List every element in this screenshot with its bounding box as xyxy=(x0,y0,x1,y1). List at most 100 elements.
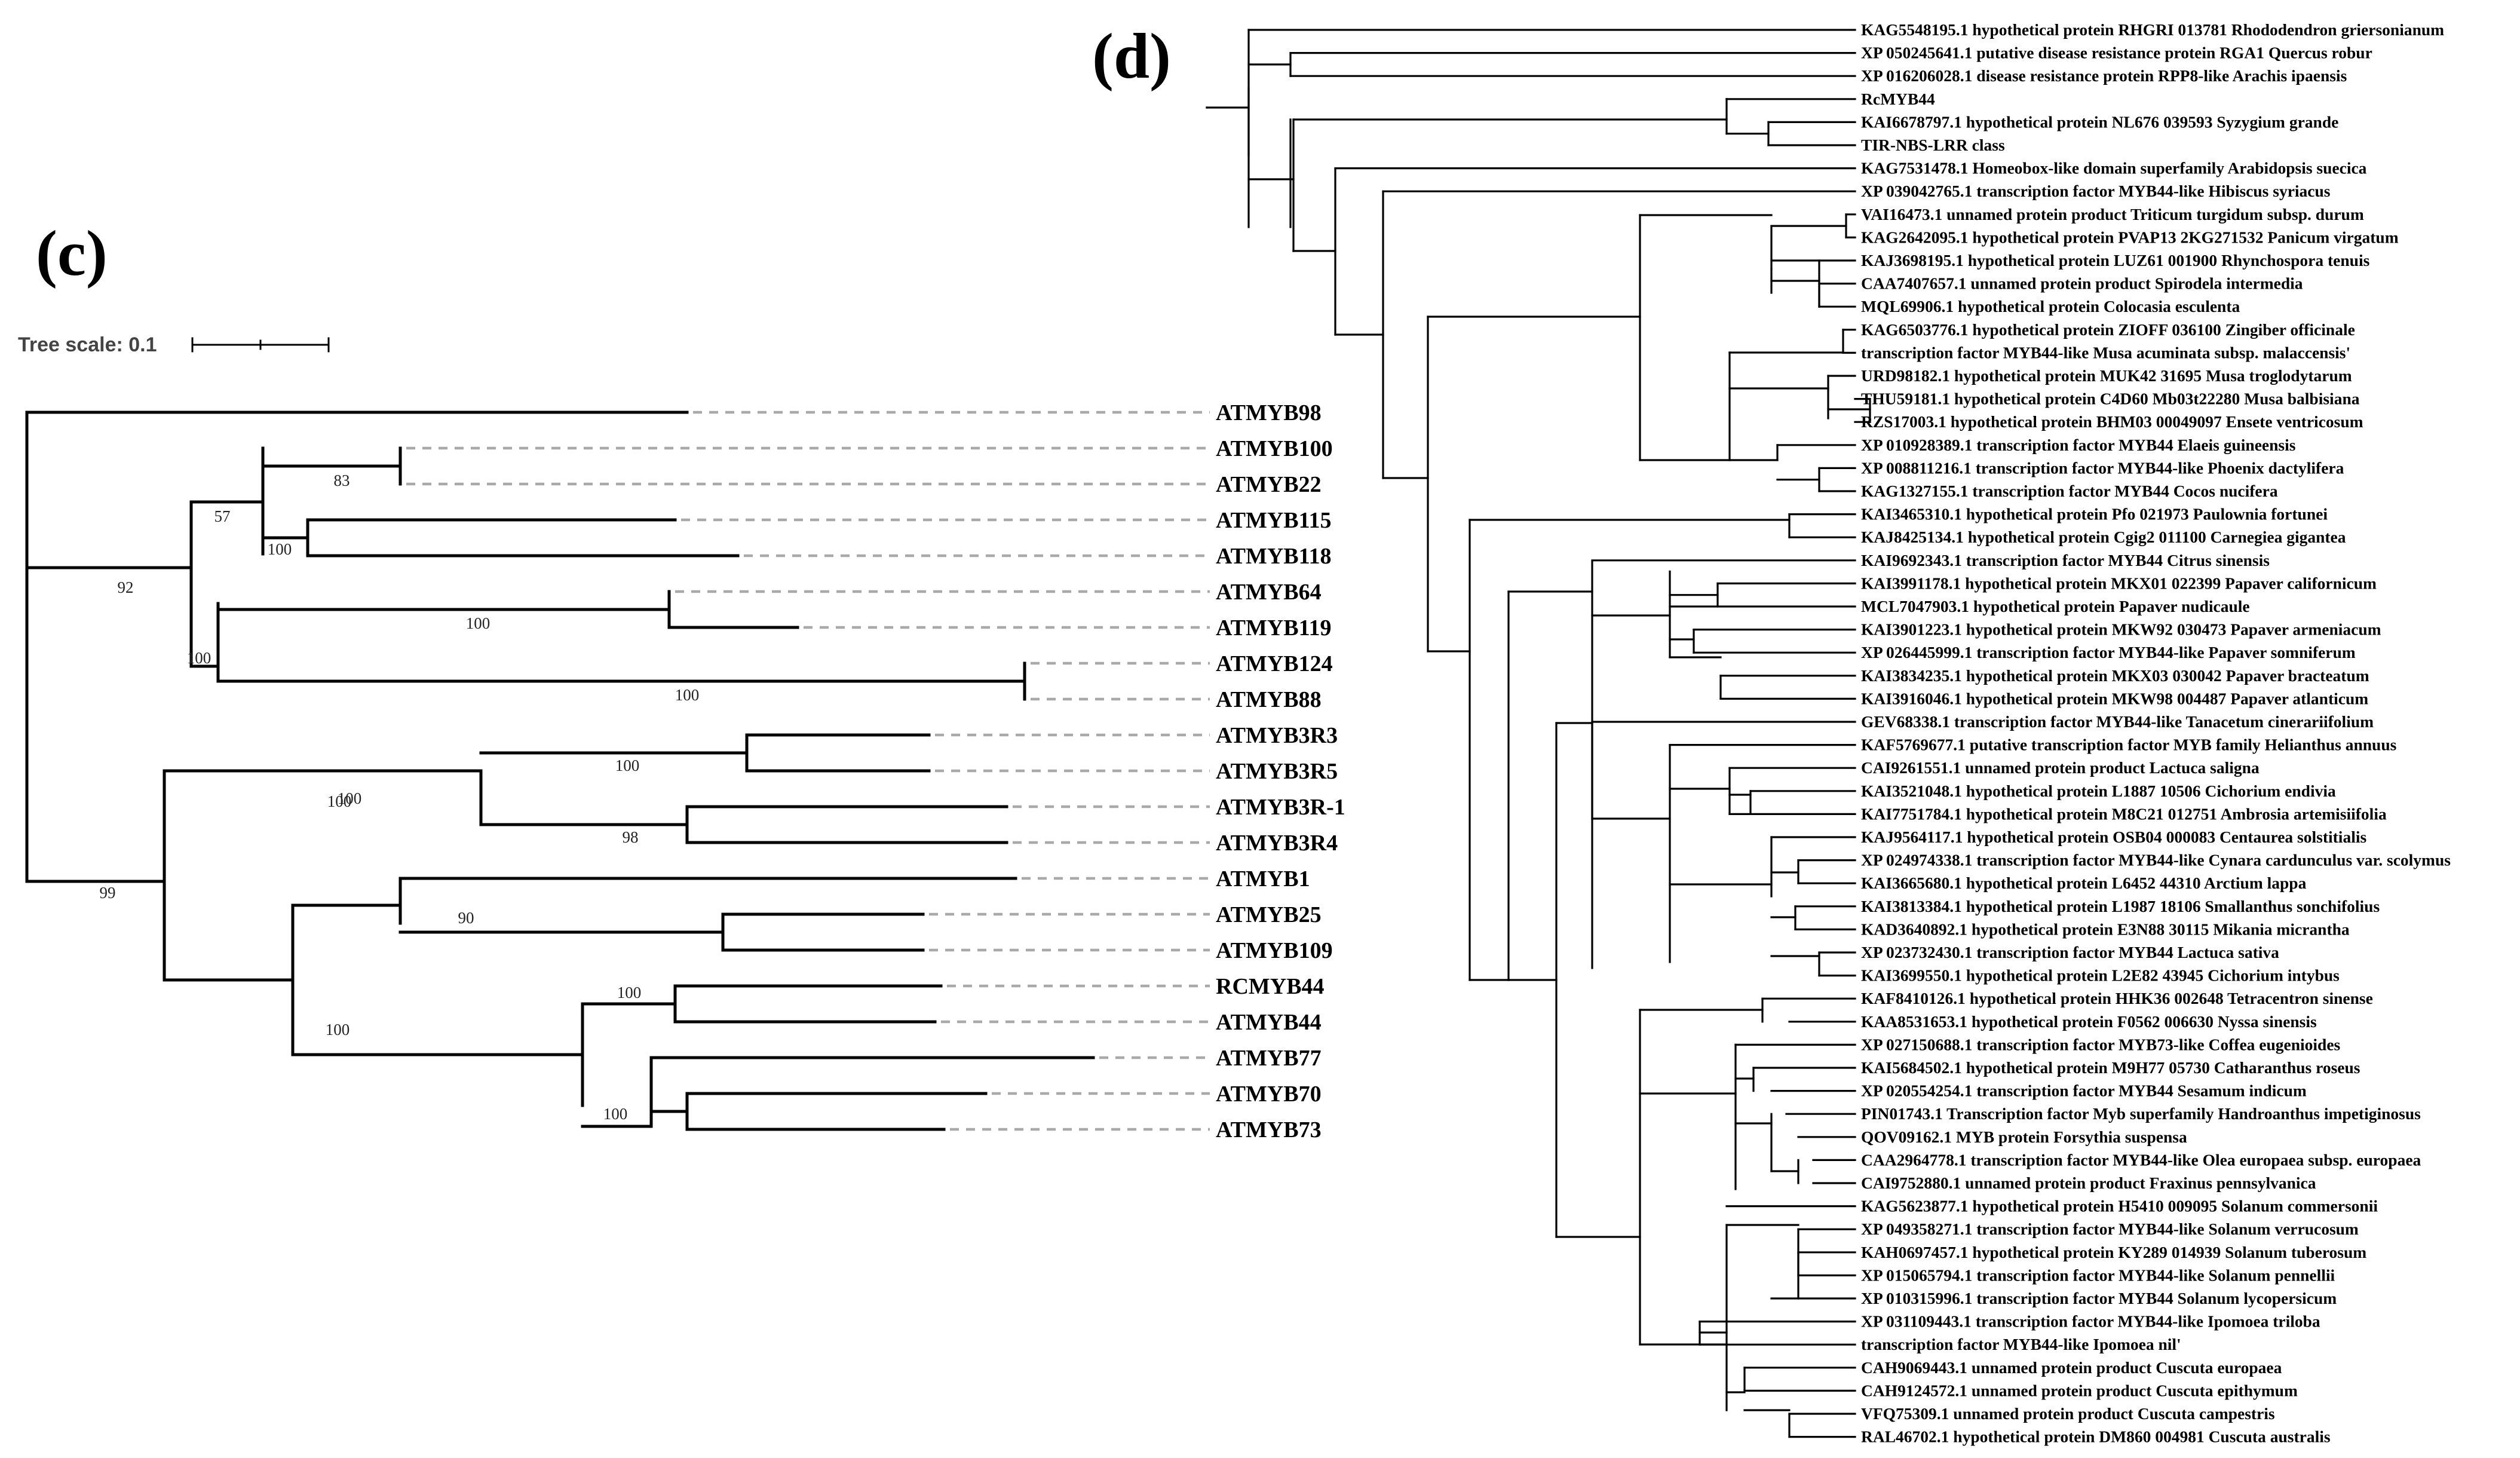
d-leaf-label: MQL69906.1 hypothetical protein Colocasi… xyxy=(1861,297,2240,316)
c-leaf-label: ATMYB98 xyxy=(1216,400,1322,425)
c-bootstrap-value: 100 xyxy=(675,686,700,704)
d-leaf-label: XP 010315996.1 transcription factor MYB4… xyxy=(1861,1289,2337,1307)
c-leaf-label: ATMYB115 xyxy=(1216,508,1332,533)
c-leaf-label: ATMYB3R4 xyxy=(1216,831,1338,856)
c-leaf-label: ATMYB3R3 xyxy=(1216,723,1338,748)
d-leaf-label: TIR-NBS-LRR class xyxy=(1861,136,2005,154)
d-leaf-label: GEV68338.1 transcription factor MYB44-li… xyxy=(1861,712,2374,731)
c-bootstrap-value: 100 xyxy=(326,1021,350,1039)
panel-c-leaf-connectors xyxy=(406,411,1210,1131)
d-leaf-label: XP 010928389.1 transcription factor MYB4… xyxy=(1861,436,2296,454)
panel-d-label: (d) xyxy=(1092,21,1171,92)
tree-scale-bar xyxy=(191,337,330,353)
d-leaf-label: KAI3834235.1 hypothetical protein MKX03 … xyxy=(1861,666,2369,685)
d-leaf-label: KAI3465310.1 hypothetical protein Pfo 02… xyxy=(1861,505,2328,523)
d-leaf-label: KAH0697457.1 hypothetical protein KY289 … xyxy=(1861,1243,2366,1261)
d-leaf-label: KAF8410126.1 hypothetical protein HHK36 … xyxy=(1861,989,2373,1007)
d-leaf-label: XP 049358271.1 transcription factor MYB4… xyxy=(1861,1220,2359,1238)
c-bootstrap-value: 100 xyxy=(603,1105,628,1123)
c-leaf-label: ATMYB73 xyxy=(1216,1117,1322,1142)
c-leaf-label: ATMYB64 xyxy=(1216,580,1322,605)
d-leaf-label: CAA2964778.1 transcription factor MYB44-… xyxy=(1861,1150,2421,1169)
d-leaf-label: KAI5684502.1 hypothetical protein M9H77 … xyxy=(1861,1058,2360,1077)
d-leaf-label: XP 039042765.1 transcription factor MYB4… xyxy=(1861,182,2331,200)
d-leaf-label: KAF5769677.1 putative transcription fact… xyxy=(1861,736,2397,754)
c-leaf-label: ATMYB100 xyxy=(1216,436,1333,461)
d-leaf-label: CAA7407657.1 unnamed protein product Spi… xyxy=(1861,274,2303,293)
c-leaf-label: ATMYB25 xyxy=(1216,902,1322,927)
c-bootstrap-value: 100 xyxy=(466,614,490,632)
d-leaf-label: KAI3916046.1 hypothetical protein MKW98 … xyxy=(1861,689,2368,707)
d-leaf-label: KAI3699550.1 hypothetical protein L2E82 … xyxy=(1861,966,2340,985)
d-leaf-label: KAJ8425134.1 hypothetical protein Cgig2 … xyxy=(1861,528,2346,546)
c-bootstrap-value: 92 xyxy=(118,578,134,596)
tree-scale-label: Tree scale: 0.1 xyxy=(18,333,157,356)
c-bootstrap-value: 100 xyxy=(268,540,292,558)
d-leaf-label: KAI3901223.1 hypothetical protein MKW92 … xyxy=(1861,620,2381,639)
c-bootstrap-value: 100 xyxy=(617,984,642,1001)
panel-c-bootstrap-values: 9257100831001001001009910098100901001001… xyxy=(100,471,700,1123)
panel-c-label: (c) xyxy=(36,218,108,289)
c-bootstrap-value: 83 xyxy=(334,471,350,489)
c-bootstrap-value: 100 xyxy=(338,789,362,807)
d-leaf-label: KAJ9564117.1 hypothetical protein OSB04 … xyxy=(1861,828,2366,846)
d-leaf-label: transcription factor MYB44-like Musa acu… xyxy=(1861,343,2350,362)
d-leaf-label: PIN01743.1 Transcription factor Myb supe… xyxy=(1861,1104,2421,1123)
d-leaf-label: XP 024974338.1 transcription factor MYB4… xyxy=(1861,851,2451,869)
c-leaf-label: ATMYB3R-1 xyxy=(1216,795,1345,820)
c-bootstrap-value: 90 xyxy=(458,909,474,927)
c-bootstrap-value: 100 xyxy=(187,649,211,667)
d-leaf-label: XP 031109443.1 transcription factor MYB4… xyxy=(1861,1312,2320,1331)
d-leaf-label: XP 016206028.1 disease resistance protei… xyxy=(1861,66,2347,85)
d-leaf-label: VAI16473.1 unnamed protein product Triti… xyxy=(1861,205,2364,223)
d-leaf-label: KAD3640892.1 hypothetical protein E3N88 … xyxy=(1861,920,2350,938)
c-leaf-label: ATMYB3R5 xyxy=(1216,759,1338,784)
c-bootstrap-value: 98 xyxy=(623,828,639,846)
c-leaf-label: ATMYB44 xyxy=(1216,1010,1322,1035)
c-leaf-label: ATMYB22 xyxy=(1216,472,1322,497)
c-leaf-label: RCMYB44 xyxy=(1216,974,1325,999)
d-leaf-label: KAI9692343.1 transcription factor MYB44 … xyxy=(1861,551,2270,569)
c-bootstrap-value: 99 xyxy=(100,884,116,902)
d-leaf-label: KAG7531478.1 Homeobox-like domain superf… xyxy=(1861,159,2367,177)
d-leaf-label: URD98182.1 hypothetical protein MUK42 31… xyxy=(1861,366,2352,385)
d-leaf-label: QOV09162.1 MYB protein Forsythia suspens… xyxy=(1861,1128,2187,1146)
d-leaf-label: XP 008811216.1 transcription factor MYB4… xyxy=(1861,458,2344,477)
d-leaf-label: XP 050245641.1 putative disease resistan… xyxy=(1861,44,2372,62)
d-leaf-label: transcription factor MYB44-like Ipomoea … xyxy=(1861,1335,2181,1353)
panel-d-branches xyxy=(1206,29,1871,1438)
d-leaf-label: KAG6503776.1 hypothetical protein ZIOFF … xyxy=(1861,320,2355,339)
d-leaf-label: KAG5623877.1 hypothetical protein H5410 … xyxy=(1861,1197,2378,1215)
c-leaf-label: ATMYB70 xyxy=(1216,1082,1322,1107)
panel-c-branches xyxy=(25,411,1095,1131)
d-leaf-label: RcMYB44 xyxy=(1861,90,1935,108)
d-leaf-label: MCL7047903.1 hypothetical protein Papave… xyxy=(1861,597,2250,615)
d-leaf-label: XP 020554254.1 transcription factor MYB4… xyxy=(1861,1082,2307,1100)
d-leaf-label: XP 023732430.1 transcription factor MYB4… xyxy=(1861,943,2279,961)
panel-d-leaf-labels: KAG5548195.1 hypothetical protein RHGRI … xyxy=(1861,20,2451,1446)
c-bootstrap-value: 100 xyxy=(615,756,640,774)
d-leaf-label: KAI7751784.1 hypothetical protein M8C21 … xyxy=(1861,804,2387,823)
d-leaf-label: XP 026445999.1 transcription factor MYB4… xyxy=(1861,643,2356,661)
d-leaf-label: THU59181.1 hypothetical protein C4D60 Mb… xyxy=(1861,390,2360,408)
d-leaf-label: CAH9124572.1 unnamed protein product Cus… xyxy=(1861,1381,2298,1399)
c-leaf-label: ATMYB119 xyxy=(1216,615,1332,641)
d-leaf-label: CAH9069443.1 unnamed protein product Cus… xyxy=(1861,1358,2282,1377)
d-leaf-label: KAI3991178.1 hypothetical protein MKX01 … xyxy=(1861,574,2377,592)
d-leaf-label: CAI9752880.1 unnamed protein product Fra… xyxy=(1861,1174,2316,1192)
panel-d-tree: (d) KAG5548195.1 hypothetical protein RH… xyxy=(1092,20,2451,1446)
panel-c-leaf-labels: ATMYB98 ATMYB100 ATMYB22 ATMYB115 ATMYB118 AT… xyxy=(1216,400,1345,1142)
d-leaf-label: VFQ75309.1 unnamed protein product Cuscu… xyxy=(1861,1404,2275,1423)
d-leaf-label: XP 027150688.1 transcription factor MYB7… xyxy=(1861,1035,2341,1053)
d-leaf-label: KAI6678797.1 hypothetical protein NL676 … xyxy=(1861,112,2338,131)
panel-c-tree: (c) Tree scale: 0.1 ATMYB98ATMYB100ATMYB… xyxy=(18,218,1345,1142)
d-leaf-label: KAA8531653.1 hypothetical protein F0562 … xyxy=(1861,1012,2317,1031)
d-leaf-label: KAI3521048.1 hypothetical protein L1887 … xyxy=(1861,782,2336,800)
c-leaf-label: ATMYB88 xyxy=(1216,687,1322,712)
c-leaf-label: ATMYB124 xyxy=(1216,651,1333,676)
c-leaf-label: ATMYB118 xyxy=(1216,544,1332,569)
d-leaf-label: CAI9261551.1 unnamed protein product Lac… xyxy=(1861,758,2260,777)
d-leaf-label: KAG2642095.1 hypothetical protein PVAP13… xyxy=(1861,228,2399,246)
d-leaf-label: KAI3813384.1 hypothetical protein L1987 … xyxy=(1861,897,2380,915)
